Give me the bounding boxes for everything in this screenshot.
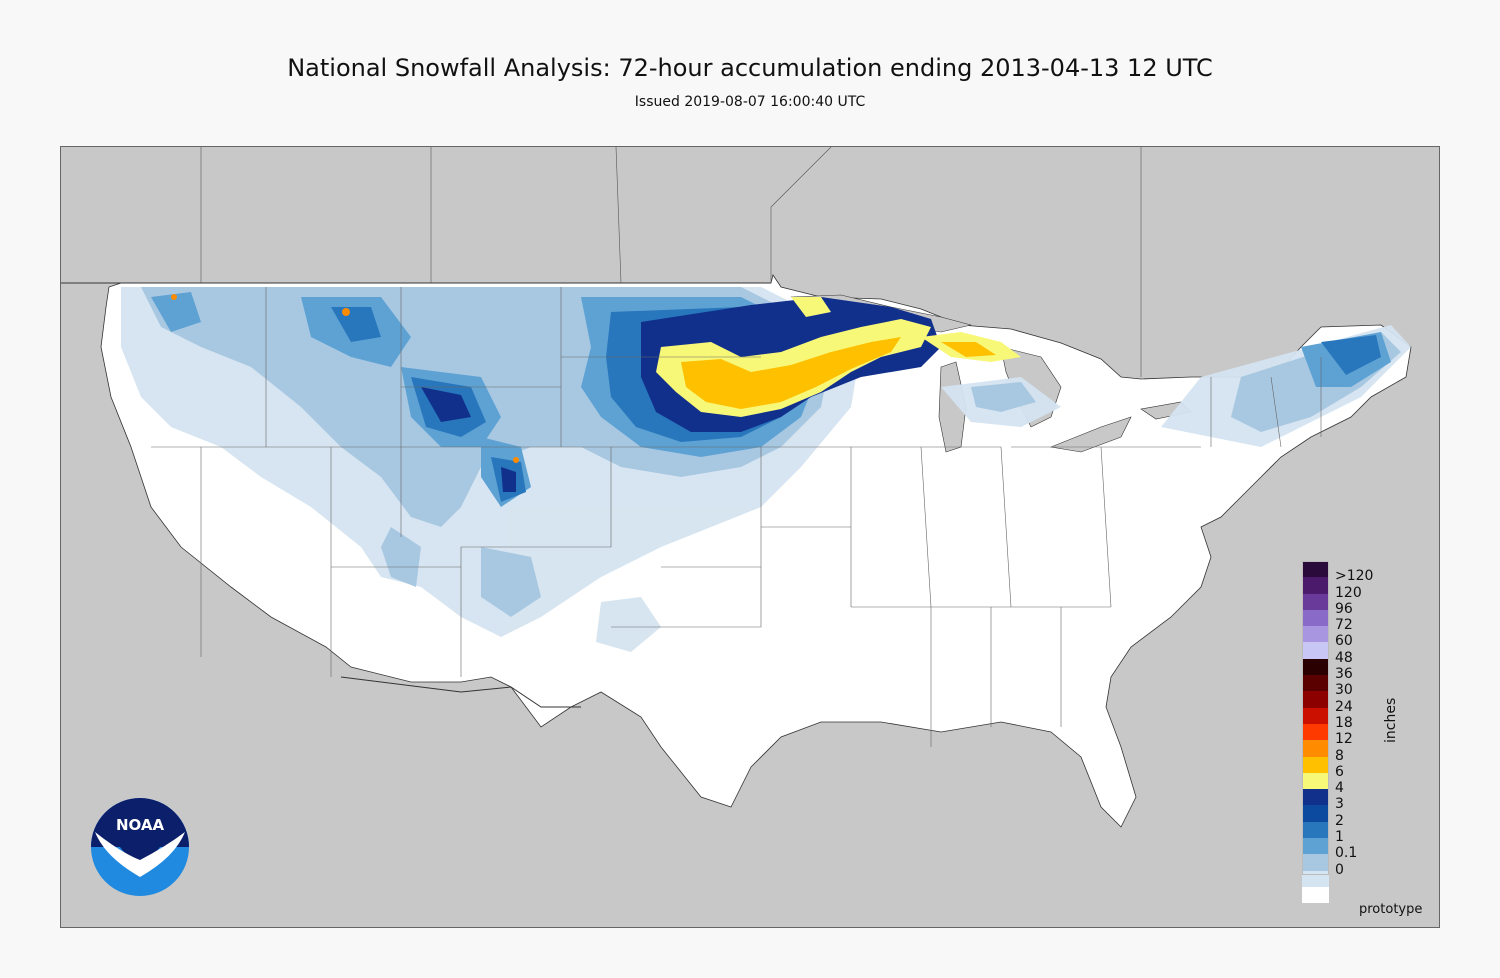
canada-province-lines xyxy=(200,147,1142,377)
legend-swatch xyxy=(1302,691,1329,708)
legend-label: 2 xyxy=(1335,812,1344,829)
legend-row: 0.1 xyxy=(1302,845,1382,871)
legend-swatch xyxy=(1302,626,1329,643)
legend-swatch xyxy=(1302,593,1329,610)
legend-row: 120 xyxy=(1302,585,1382,610)
legend-swatch xyxy=(1302,886,1329,904)
noaa-logo: NOAA xyxy=(91,798,189,896)
gulf-and-atlantic xyxy=(701,368,1439,927)
map-canvas xyxy=(61,147,1439,927)
snowfall-deep-orange xyxy=(171,294,519,463)
legend-label: 1 xyxy=(1335,829,1344,846)
legend-row xyxy=(1302,886,1382,904)
legend-row: 24 xyxy=(1302,699,1382,724)
legend-row: 36 xyxy=(1302,666,1382,692)
lake-erie xyxy=(1049,416,1132,453)
legend-label: 18 xyxy=(1335,714,1353,731)
legend-row: 48 xyxy=(1302,650,1382,676)
legend-row: 0 xyxy=(1302,862,1382,887)
legend-swatch xyxy=(1302,805,1329,822)
legend-label: 0 xyxy=(1335,861,1344,878)
legend-swatch xyxy=(1302,772,1329,790)
legend-row: 6 xyxy=(1302,764,1382,790)
legend-label: 6 xyxy=(1335,763,1344,780)
legend-swatch xyxy=(1302,642,1329,659)
snowfall-map[interactable] xyxy=(60,146,1440,928)
legend-label: 30 xyxy=(1335,682,1353,699)
legend-swatch xyxy=(1302,723,1329,741)
legend-row: 1 xyxy=(1302,829,1382,855)
mexico-border xyxy=(340,676,581,708)
pacific-ocean xyxy=(61,237,390,927)
legend-swatch xyxy=(1302,577,1329,594)
legend-label: 72 xyxy=(1335,617,1353,634)
legend-row: 3 xyxy=(1302,796,1382,822)
legend-swatch xyxy=(1302,821,1329,839)
legend-swatch xyxy=(1302,854,1329,871)
snowfall-orange xyxy=(681,337,996,409)
map-title: National Snowfall Analysis: 72-hour accu… xyxy=(287,54,1213,82)
legend-label: 3 xyxy=(1335,796,1344,813)
legend-swatch xyxy=(1302,756,1329,773)
legend-row: 4 xyxy=(1302,780,1382,806)
legend-row: 8 xyxy=(1302,748,1382,773)
state-borders xyxy=(151,287,1322,747)
legend-row: 60 xyxy=(1302,633,1382,659)
legend-label: 96 xyxy=(1335,600,1353,617)
legend-label: >120 xyxy=(1335,568,1374,585)
legend-row: 12 xyxy=(1302,731,1382,757)
legend-label: 36 xyxy=(1335,666,1353,683)
legend-units-wrap: inches xyxy=(1383,698,1428,759)
legend-swatch xyxy=(1302,789,1329,806)
legend-row: 30 xyxy=(1302,682,1382,708)
legend-row: 72 xyxy=(1302,617,1382,643)
legend-swatch xyxy=(1302,561,1329,578)
legend-swatch xyxy=(1302,740,1329,757)
prototype-label: prototype xyxy=(1359,902,1423,917)
legend-swatch xyxy=(1302,609,1329,627)
legend-swatch xyxy=(1302,838,1329,855)
legend-label: 120 xyxy=(1335,584,1362,601)
legend-label: 8 xyxy=(1335,747,1344,764)
legend: >120 120 96 72 60 48 36 30 24 18 12 8 6 4 3 2 1 0.1 0 xyxy=(1302,561,1382,904)
legend-label: 60 xyxy=(1335,633,1353,650)
legend-swatch xyxy=(1302,675,1329,692)
legend-label: 12 xyxy=(1335,731,1353,748)
legend-row: 2 xyxy=(1302,813,1382,839)
legend-row: 18 xyxy=(1302,715,1382,741)
noaa-logo-text: NOAA xyxy=(116,816,165,834)
legend-row xyxy=(1302,561,1382,578)
legend-swatch xyxy=(1302,658,1329,676)
legend-row: >120 xyxy=(1302,568,1382,594)
map-subtitle: Issued 2019-08-07 16:00:40 UTC xyxy=(634,94,866,110)
legend-swatch xyxy=(1302,870,1329,887)
legend-label: 0.1 xyxy=(1335,845,1358,862)
legend-units: inches xyxy=(1383,697,1399,743)
legend-row: 96 xyxy=(1302,601,1382,627)
legend-swatch xyxy=(1302,707,1329,724)
legend-label: 24 xyxy=(1335,698,1353,715)
legend-label: 48 xyxy=(1335,649,1353,666)
legend-label: 4 xyxy=(1335,780,1344,797)
